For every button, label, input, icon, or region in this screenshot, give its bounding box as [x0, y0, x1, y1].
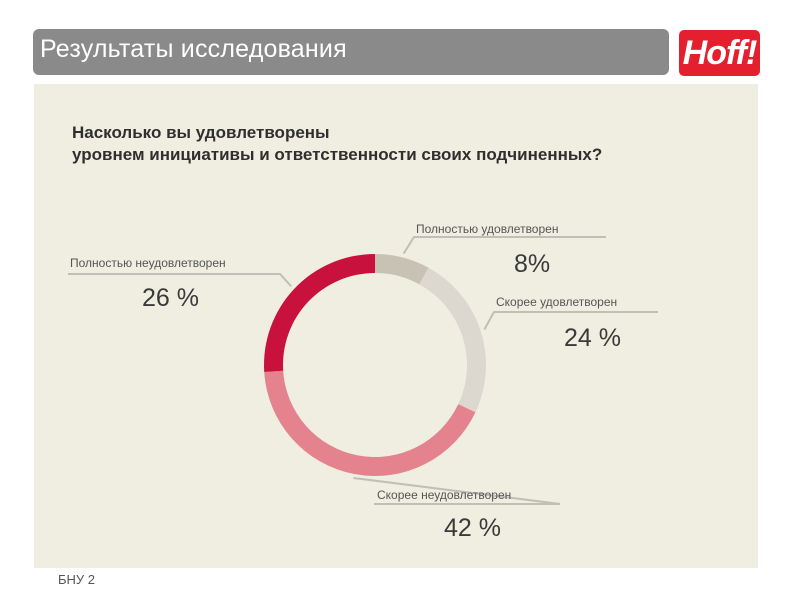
- slice-4: [264, 254, 375, 372]
- page-title: Результаты исследования: [40, 35, 347, 63]
- slice-value-4: 26 %: [142, 284, 199, 312]
- slice-value-1: 8%: [514, 250, 550, 278]
- slice-3: [264, 370, 476, 476]
- title-bar: Результаты исследования: [33, 29, 669, 75]
- slice-label-4: Полностью неудовлетворен: [70, 256, 226, 270]
- survey-question: Насколько вы удовлетворены уровнем иници…: [72, 122, 692, 166]
- logo-text: Hoff!: [682, 34, 758, 72]
- leader-line-1: [402, 236, 606, 255]
- hoff-logo: Hoff!: [679, 30, 760, 76]
- slice-value-3: 42 %: [444, 514, 501, 542]
- question-line-2: уровнем инициативы и ответственности сво…: [72, 145, 603, 164]
- leader-line-3: [353, 476, 561, 505]
- chart-panel: Насколько вы удовлетворены уровнем иници…: [34, 84, 758, 568]
- slice-label-1: Полностью удовлетворен: [416, 222, 558, 236]
- leader-line-2: [483, 311, 658, 330]
- slice-label-2: Скорее удовлетворен: [496, 295, 617, 309]
- donut-chart: Полностью удовлетворен 8% Скорее удовлетво…: [68, 222, 658, 542]
- slice-1: [375, 254, 429, 285]
- question-line-1: Насколько вы удовлетворены: [72, 123, 330, 142]
- slice-label-3: Скорее неудовлетворен: [377, 488, 511, 502]
- slice-2: [419, 267, 486, 413]
- slice-value-2: 24 %: [564, 324, 621, 352]
- footer-label: БНУ 2: [58, 572, 96, 587]
- leader-line-4: [68, 273, 292, 287]
